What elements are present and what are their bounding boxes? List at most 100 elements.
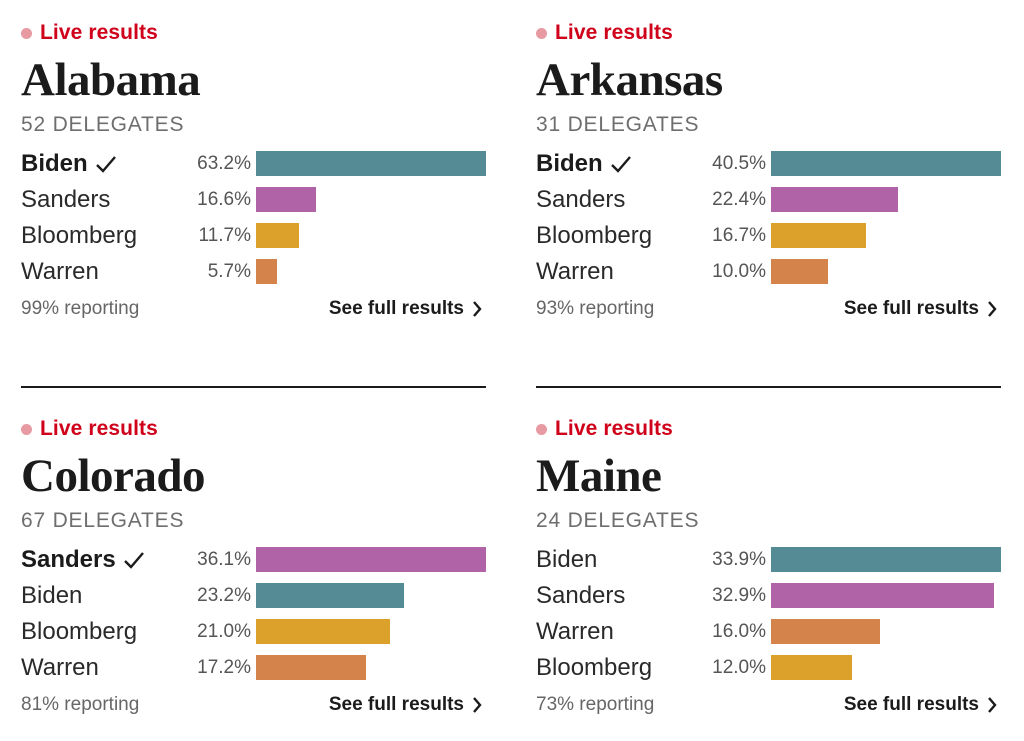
chevron-right-icon [473, 697, 482, 713]
live-dot-icon [536, 27, 547, 39]
candidate-name: Sanders [536, 580, 625, 612]
candidate-row: Bloomberg 16.7% [536, 220, 1001, 252]
vote-share-bar [771, 547, 1001, 572]
see-full-results-link[interactable]: See full results [329, 296, 482, 322]
candidate-name-text: Bloomberg [536, 654, 653, 681]
candidate-name-text: Biden [21, 582, 83, 609]
candidate-name: Warren [21, 256, 99, 288]
state-name: Maine [536, 450, 662, 502]
live-results-text: Live results [40, 21, 158, 44]
candidate-name-text: Warren [536, 618, 614, 645]
checkmark-icon [610, 156, 631, 173]
live-results-text: Live results [40, 417, 158, 440]
vote-percent-label: 11.7% [198, 225, 251, 246]
see-full-results-link[interactable]: See full results [844, 296, 997, 322]
vote-percent-label: 22.4% [712, 189, 766, 210]
section-divider [536, 386, 1001, 388]
candidate-name-text: Warren [21, 654, 99, 681]
candidate-name: Biden [536, 148, 632, 180]
vote-percent-label: 33.9% [712, 549, 766, 570]
see-full-results-link[interactable]: See full results [329, 692, 482, 718]
candidate-row: Bloomberg 21.0% [21, 616, 486, 648]
vote-share-bar [256, 187, 316, 212]
candidate-name: Bloomberg [536, 220, 652, 252]
state-name: Alabama [21, 54, 201, 106]
live-dot-icon [21, 423, 32, 435]
vote-share-bar [771, 619, 880, 644]
live-results-label: Live results [21, 20, 158, 46]
candidate-row: Warren 17.2% [21, 652, 486, 684]
state-results-panel: Live results Arkansas 31 DELEGATES Biden 40.… [536, 0, 1001, 330]
vote-percent-label: 36.1% [197, 549, 251, 570]
candidate-name-text: Bloomberg [536, 222, 653, 249]
candidate-row: Sanders 36.1% [21, 544, 486, 576]
vote-share-bar [771, 223, 866, 248]
reporting-status: 73% reporting [536, 694, 655, 715]
delegate-count: 67 DELEGATES [21, 509, 185, 532]
vote-share-bar [771, 187, 898, 212]
candidate-name-text: Bloomberg [21, 222, 138, 249]
vote-percent-label: 16.6% [197, 189, 251, 210]
candidate-row: Biden 40.5% [536, 148, 1001, 180]
see-full-results-text: See full results [328, 298, 464, 319]
checkmark-icon [123, 552, 144, 569]
candidate-row: Biden 63.2% [21, 148, 486, 180]
candidate-row: Sanders 32.9% [536, 580, 1001, 612]
see-full-results-link[interactable]: See full results [844, 692, 997, 718]
candidate-row: Warren 5.7% [21, 256, 486, 288]
vote-percent-label: 40.5% [712, 153, 766, 174]
reporting-status: 81% reporting [21, 694, 140, 715]
candidate-name-text: Warren [536, 258, 614, 285]
vote-percent-label: 12.0% [712, 657, 766, 678]
candidate-row: Warren 10.0% [536, 256, 1001, 288]
chevron-right-icon [988, 697, 997, 713]
candidate-name-text: Biden [21, 150, 88, 177]
candidate-name-text: Bloomberg [21, 618, 138, 645]
candidate-name-text: Sanders [21, 546, 116, 573]
candidate-name-text: Sanders [21, 186, 111, 213]
see-full-results-text: See full results [843, 298, 979, 319]
vote-percent-label: 63.2% [197, 153, 251, 174]
candidate-name: Sanders [536, 184, 625, 216]
live-results-text: Live results [555, 417, 673, 440]
candidate-name: Sanders [21, 544, 145, 576]
vote-percent-label: 32.9% [712, 585, 766, 606]
candidate-name: Warren [536, 256, 614, 288]
candidate-name: Warren [21, 652, 99, 684]
candidate-row: Biden 33.9% [536, 544, 1001, 576]
section-divider [21, 386, 486, 388]
vote-share-bar [256, 547, 486, 572]
candidate-row: Bloomberg 12.0% [536, 652, 1001, 684]
vote-percent-label: 17.2% [197, 657, 251, 678]
candidate-row: Bloomberg 11.7% [21, 220, 486, 252]
vote-share-bar [256, 655, 366, 680]
checkmark-icon [95, 156, 116, 173]
live-dot-icon [21, 27, 32, 39]
vote-share-bar [771, 655, 852, 680]
state-results-panel: Live results Maine 24 DELEGATES Biden 33.9% S… [536, 396, 1001, 726]
candidate-name: Warren [536, 616, 614, 648]
chevron-right-icon [988, 301, 997, 317]
vote-share-bar [256, 619, 390, 644]
state-name: Colorado [21, 450, 206, 502]
vote-percent-label: 16.0% [712, 621, 766, 642]
vote-share-bar [256, 151, 486, 176]
candidate-name-text: Sanders [536, 186, 626, 213]
live-results-label: Live results [21, 416, 158, 442]
state-results-panel: Live results Colorado 67 DELEGATES Sanders 3… [21, 396, 486, 726]
candidate-name-text: Biden [536, 546, 598, 573]
candidate-row: Sanders 16.6% [21, 184, 486, 216]
candidate-name: Bloomberg [21, 616, 137, 648]
live-results-label: Live results [536, 20, 673, 46]
vote-percent-label: 16.7% [712, 225, 766, 246]
see-full-results-text: See full results [328, 694, 464, 715]
live-dot-icon [536, 423, 547, 435]
delegate-count: 31 DELEGATES [536, 113, 700, 136]
vote-share-bar [256, 259, 277, 284]
candidate-name: Biden [21, 580, 82, 612]
candidate-name: Bloomberg [21, 220, 137, 252]
vote-percent-label: 10.0% [712, 261, 766, 282]
state-results-panel: Live results Alabama 52 DELEGATES Biden 63.2… [21, 0, 486, 330]
see-full-results-text: See full results [843, 694, 979, 715]
vote-percent-label: 5.7% [207, 261, 251, 282]
